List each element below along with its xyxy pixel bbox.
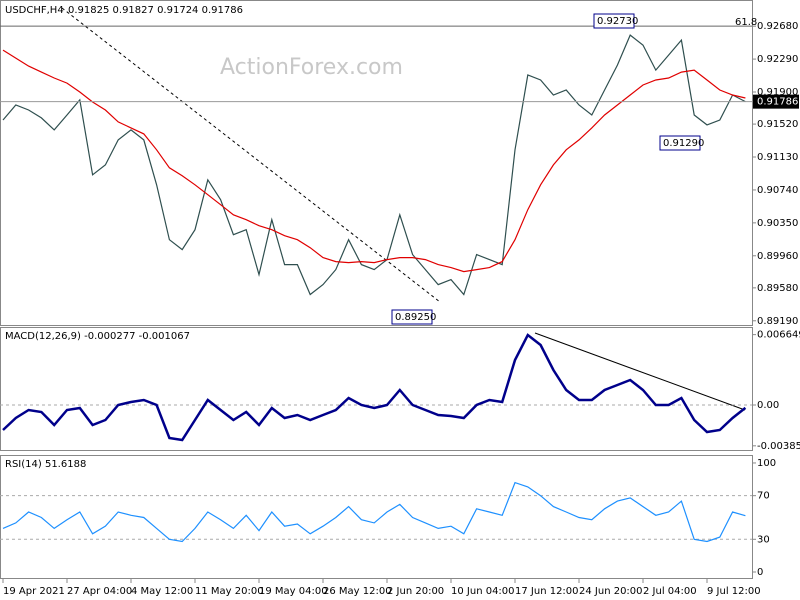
x-tick-label: 9 Jul 12:00 <box>707 586 761 597</box>
watermark: ActionForex.com <box>220 55 403 80</box>
y-tick-label: 0.89190 <box>757 316 798 327</box>
y-tick-label: 0.89580 <box>757 283 798 294</box>
x-tick-label: 19 Apr 2021 <box>3 586 65 597</box>
current-price-box <box>753 94 799 109</box>
y-tick-label: 0.89960 <box>757 251 798 262</box>
x-tick-label: 2 Jun 20:00 <box>387 586 444 597</box>
y-tick-label: 0.90740 <box>757 185 798 196</box>
x-tick-label: 26 May 12:00 <box>323 586 392 597</box>
x-tick-label: 11 May 20:00 <box>195 586 264 597</box>
macd-title: MACD(12,26,9) -0.000277 -0.001067 <box>5 331 190 342</box>
x-tick-label: 27 Apr 04:00 <box>67 586 132 597</box>
chart-title: USDCHF,H4 <box>5 5 64 16</box>
x-tick-label: 2 Jul 04:00 <box>643 586 697 597</box>
annotation-box <box>593 13 635 29</box>
y-tick-label: 70 <box>757 491 770 502</box>
x-tick-label: 10 Jun 04:00 <box>451 586 515 597</box>
annotation-box <box>391 309 433 325</box>
y-tick-label: 100 <box>757 458 776 469</box>
y-tick-label: -0.003855 <box>757 441 800 452</box>
series-line <box>2 333 747 442</box>
annotation: 0.91290 <box>663 138 704 149</box>
current-price-label: 0.91786 <box>757 97 798 108</box>
y-tick-label: 0.91900 <box>757 87 798 98</box>
annotation-box <box>659 135 701 151</box>
x-tick-label: 24 Jun 20:00 <box>579 586 643 597</box>
rsi-title: RSI(14) 51.6188 <box>5 459 86 470</box>
y-tick-label: 0.00 <box>757 400 779 411</box>
y-tick-label: 30 <box>757 534 770 545</box>
macd-trend-line <box>534 332 746 411</box>
x-tick-label: 4 May 12:00 <box>131 586 193 597</box>
trend-line <box>61 7 441 303</box>
annotation: 0.89250 <box>395 312 436 323</box>
y-tick-label: 0.92680 <box>757 21 798 32</box>
y-tick-label: 0.006649 <box>757 330 800 341</box>
x-tick-label: 19 May 04:00 <box>259 586 328 597</box>
level-label: 61.8 <box>735 17 757 28</box>
y-tick-label: 0 <box>757 567 763 578</box>
y-tick-label: 0.91130 <box>757 152 798 163</box>
y-tick-label: 0.91520 <box>757 119 798 130</box>
series-line <box>2 34 746 296</box>
y-tick-label: 0.90350 <box>757 218 798 229</box>
ohlc: 0.91825 0.91827 0.91724 0.91786 <box>68 5 243 16</box>
annotation: 0.92730 <box>597 16 638 27</box>
x-tick-label: 17 Jun 12:00 <box>515 586 579 597</box>
macd-panel <box>0 327 753 451</box>
price-panel <box>0 0 753 326</box>
series-line <box>2 481 746 543</box>
rsi-panel <box>0 455 753 579</box>
y-tick-label: 0.92290 <box>757 54 798 65</box>
